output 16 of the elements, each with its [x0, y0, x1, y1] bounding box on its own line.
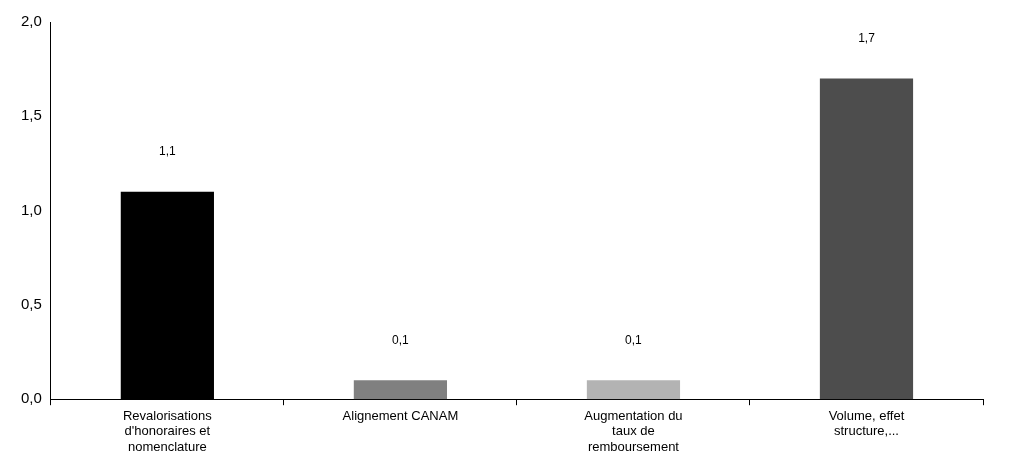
data-label: 1,1 [159, 144, 177, 159]
y-tick-label: 1,5 [20, 106, 42, 124]
x-tick-label: Revalorisations d'honoraires et nomenclature [122, 407, 213, 454]
y-tick-label: 2,0 [20, 12, 42, 30]
bar [353, 380, 448, 400]
bar [819, 78, 914, 400]
x-tick-label: Augmentation du taux de remboursement [584, 407, 683, 454]
y-tick-label: 1,0 [20, 200, 42, 218]
x-tick-label: Alignement CANAM [342, 407, 459, 423]
bar [586, 380, 681, 400]
data-label: 1,7 [858, 30, 876, 45]
y-tick-label: 0,5 [20, 295, 42, 313]
data-label: 0,1 [625, 332, 643, 347]
x-tick-label: Volume, effet structure,... [828, 407, 905, 439]
data-label: 0,1 [392, 332, 410, 347]
y-tick-label: 0,0 [20, 389, 42, 407]
